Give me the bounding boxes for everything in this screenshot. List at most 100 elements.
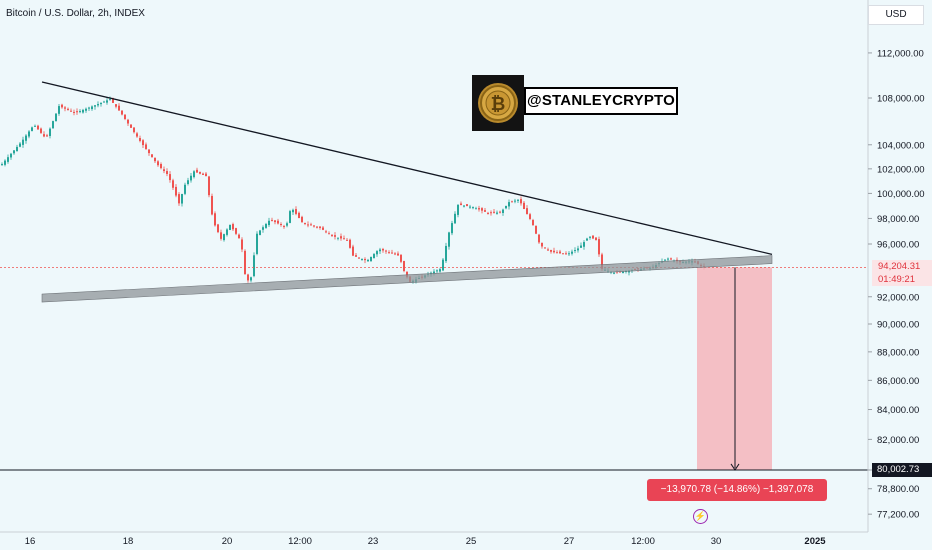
candle-body xyxy=(157,161,159,166)
candle-body xyxy=(259,230,261,235)
candle-body xyxy=(445,245,447,262)
candle-body xyxy=(352,246,354,256)
candle-body xyxy=(481,208,483,211)
candle-body xyxy=(70,110,72,112)
candle-body xyxy=(337,237,339,239)
candle-body xyxy=(310,224,312,226)
candle-body xyxy=(511,201,513,203)
candle-body xyxy=(340,236,342,239)
candle-body xyxy=(349,239,351,248)
candle-body xyxy=(547,249,549,251)
candle-body xyxy=(22,139,24,145)
bar-countdown: 01:49:21 xyxy=(878,274,915,285)
candle-body xyxy=(439,269,441,272)
candle-body xyxy=(622,271,624,273)
current-price-value: 94,204.31 xyxy=(878,261,921,272)
candle-body xyxy=(373,254,375,259)
candle-body xyxy=(535,225,537,234)
candle-body xyxy=(541,242,543,247)
candle-body xyxy=(181,194,183,204)
candle-body xyxy=(343,238,345,240)
candle-body xyxy=(109,99,111,101)
candle-body xyxy=(76,111,78,113)
author-handle: @STANLEYCRYPTO xyxy=(524,87,678,115)
candle-body xyxy=(382,248,384,251)
candle-body xyxy=(358,257,360,259)
candle-body xyxy=(295,209,297,214)
candle-body xyxy=(505,205,507,209)
candle-body xyxy=(247,274,249,281)
candle-body xyxy=(10,153,12,158)
candle-body xyxy=(580,245,582,248)
candle-body xyxy=(451,223,453,234)
candle-body xyxy=(163,169,165,172)
time-tick-label: 25 xyxy=(466,536,477,547)
candle-body xyxy=(202,173,204,175)
candle-body xyxy=(571,251,573,254)
time-tick-label: 2025 xyxy=(804,536,826,547)
candle-body xyxy=(595,237,597,241)
candle-body xyxy=(331,234,333,236)
candle-body xyxy=(499,211,501,213)
svg-text:₿: ₿ xyxy=(491,94,506,115)
candle-body xyxy=(454,213,456,224)
price-tick-label: 100,000.00 xyxy=(877,189,925,200)
candle-body xyxy=(175,186,177,196)
candle-body xyxy=(187,180,189,185)
time-tick-label: 16 xyxy=(25,536,36,547)
candle-body xyxy=(4,160,6,165)
candle-body xyxy=(613,272,615,274)
candle-body xyxy=(52,121,54,129)
candle-body xyxy=(136,133,138,137)
candle-body xyxy=(223,234,225,241)
candle-body xyxy=(148,149,150,154)
candle-body xyxy=(469,206,471,208)
candle-body xyxy=(346,239,348,241)
candle-body xyxy=(304,222,306,224)
candle-body xyxy=(559,251,561,254)
time-tick-label: 12:00 xyxy=(631,536,655,547)
candle-body xyxy=(370,256,372,261)
price-tick-label: 104,000.00 xyxy=(877,140,925,151)
candle-body xyxy=(367,259,369,262)
candle-body xyxy=(307,224,309,226)
candle-body xyxy=(1,164,3,166)
candle-body xyxy=(262,227,264,230)
candle-body xyxy=(151,154,153,158)
candle-body xyxy=(502,209,504,213)
candle-body xyxy=(550,249,552,252)
candle-body xyxy=(508,202,510,207)
candle-body xyxy=(31,127,33,131)
price-tick-label: 92,000.00 xyxy=(877,292,919,303)
candle-body xyxy=(94,105,96,107)
candle-body xyxy=(37,125,39,130)
candle-body xyxy=(466,204,468,207)
current-price-tag: 94,204.31 01:49:21 xyxy=(872,260,932,286)
currency-selector[interactable]: USD xyxy=(868,5,924,25)
candle-body xyxy=(253,255,255,277)
candle-body xyxy=(397,253,399,256)
candle-body xyxy=(82,109,84,113)
candle-body xyxy=(238,234,240,239)
ascending-support-band xyxy=(41,255,773,303)
candle-body xyxy=(556,252,558,254)
price-tick-label: 84,000.00 xyxy=(877,405,919,416)
author-watermark: ₿ @STANLEYCRYPTO xyxy=(472,75,684,131)
candle-body xyxy=(325,231,327,233)
candle-body xyxy=(379,249,381,252)
candle-body xyxy=(217,224,219,233)
candle-body xyxy=(598,239,600,255)
candle-body xyxy=(73,111,75,113)
candle-body xyxy=(178,194,180,204)
candle-body xyxy=(277,220,279,224)
candle-body xyxy=(160,164,162,169)
candle-body xyxy=(520,199,522,204)
candle-body xyxy=(100,102,102,105)
lightning-icon[interactable]: ⚡ xyxy=(693,509,708,524)
candle-body xyxy=(211,195,213,215)
descending-trendline xyxy=(41,81,773,256)
candle-body xyxy=(118,105,120,111)
candle-body xyxy=(250,277,252,281)
candle-body xyxy=(433,271,435,274)
